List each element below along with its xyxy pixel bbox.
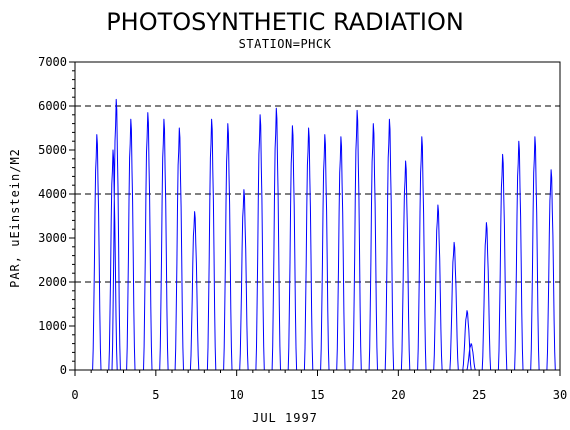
x-tick-label: 25 [472,388,486,402]
y-tick-label: 1000 [38,319,67,333]
x-axis-label: JUL 1997 [252,411,318,425]
y-tick-label: 7000 [38,55,67,69]
x-tick-label: 0 [71,388,78,402]
y-tick-label: 2000 [38,275,67,289]
grid-lines [75,105,560,283]
plot-frame [74,61,561,371]
x-axis: 0 5 10 15 20 25 30 [71,370,567,402]
y-tick-label: 0 [60,363,67,377]
chart-subtitle: STATION=PHCK [239,37,332,51]
x-tick-label: 10 [229,388,243,402]
y-tick-label: 4000 [38,187,67,201]
par-series-line [92,98,558,371]
series-par [92,98,558,371]
x-tick-label: 30 [553,388,567,402]
y-tick-label: 5000 [38,143,67,157]
x-tick-label: 20 [391,388,405,402]
y-axis-label: PAR, uEinstein/M2 [8,148,22,288]
y-axis: 0 1000 2000 3000 4000 5000 6000 7000 [38,55,75,377]
y-tick-label: 3000 [38,231,67,245]
x-tick-label: 5 [152,388,159,402]
x-tick-label: 15 [310,388,324,402]
chart-title: PHOTOSYNTHETIC RADIATION [106,8,464,36]
y-tick-label: 6000 [38,99,67,113]
